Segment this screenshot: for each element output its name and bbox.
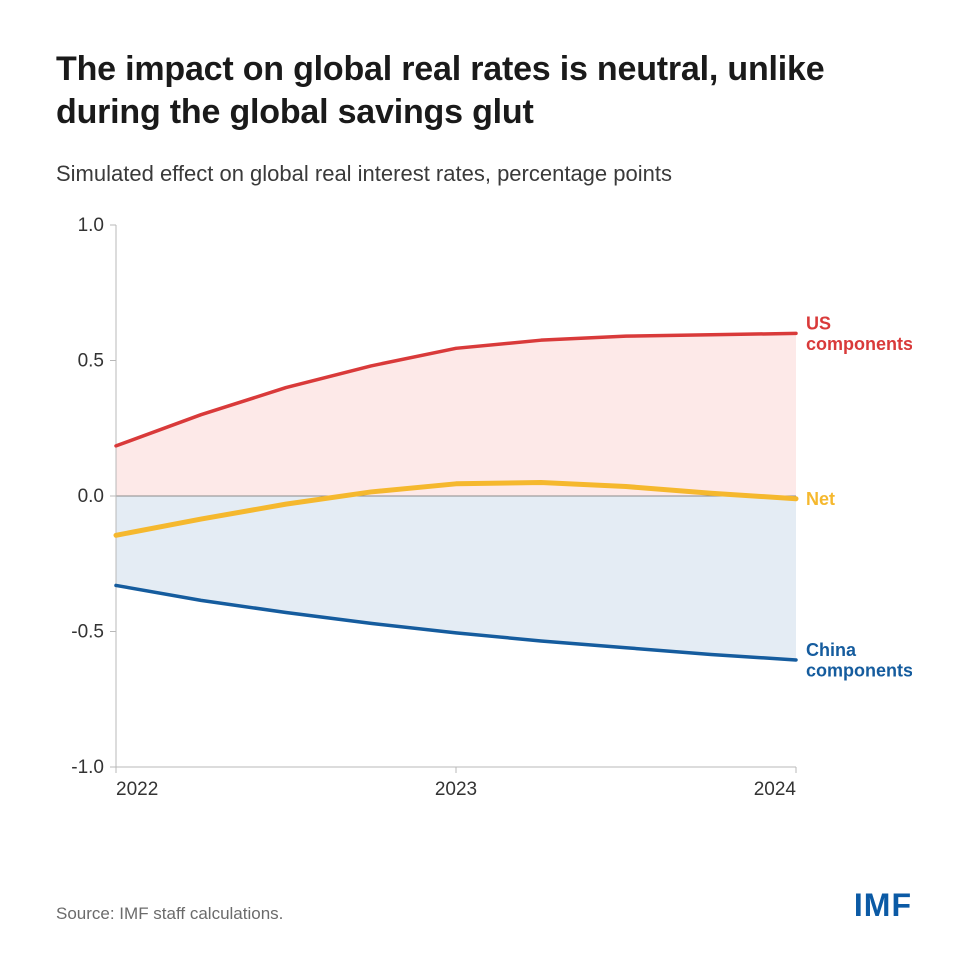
imf-logo: IMF <box>854 887 912 924</box>
chart-svg: -1.0-0.50.00.51.0202220232024UScomponent… <box>56 207 912 827</box>
label-us: US <box>806 313 831 333</box>
line-chart: -1.0-0.50.00.51.0202220232024UScomponent… <box>56 207 912 827</box>
chart-subtitle: Simulated effect on global real interest… <box>56 161 912 187</box>
x-tick-label: 2024 <box>754 779 797 800</box>
y-tick-label: -1.0 <box>71 757 104 778</box>
y-tick-label: 1.0 <box>78 215 104 236</box>
label-net: Net <box>806 489 835 509</box>
area-china <box>116 496 796 660</box>
source-text: Source: IMF staff calculations. <box>56 904 283 924</box>
x-tick-label: 2022 <box>116 779 158 800</box>
label-china: components <box>806 661 912 681</box>
x-tick-label: 2023 <box>435 779 477 800</box>
y-tick-label: -0.5 <box>71 622 104 643</box>
label-china: China <box>806 640 857 660</box>
y-tick-label: 0.0 <box>78 486 104 507</box>
area-us <box>116 333 796 496</box>
chart-title: The impact on global real rates is neutr… <box>56 48 912 133</box>
y-tick-label: 0.5 <box>78 351 104 372</box>
label-us: components <box>806 334 912 354</box>
